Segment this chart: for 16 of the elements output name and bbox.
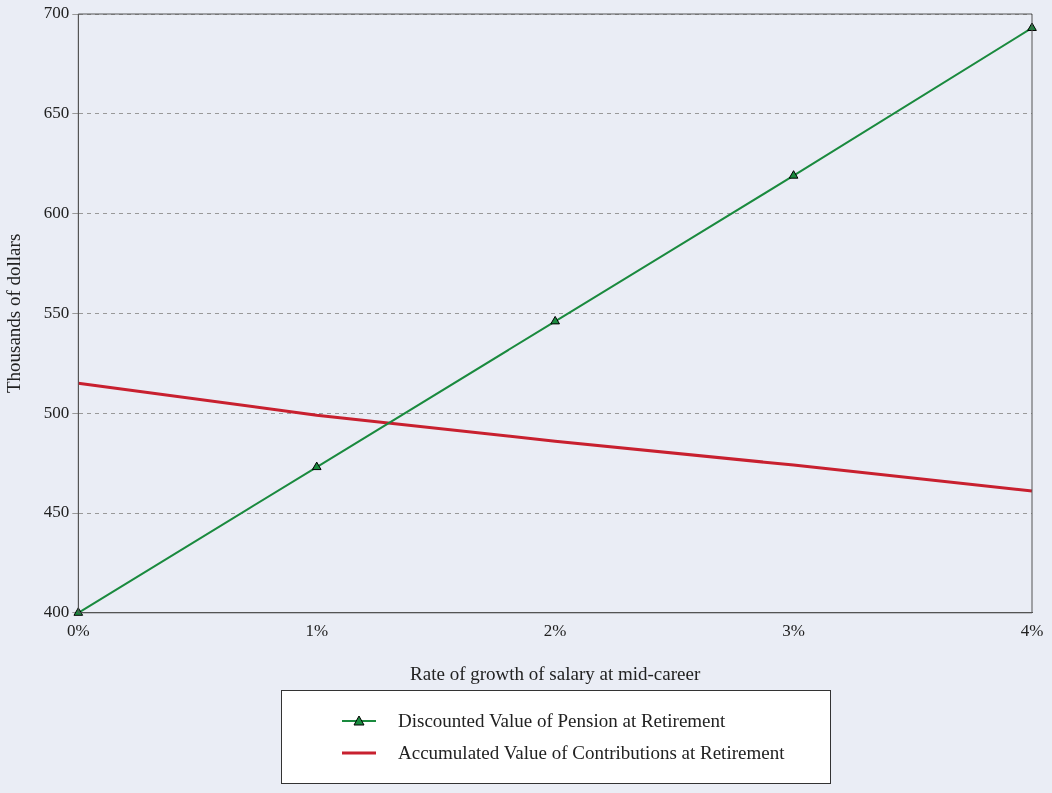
- x-tick-label: 3%: [782, 621, 805, 641]
- x-tick-label: 0%: [66, 621, 90, 641]
- y-tick-label: 500: [43, 402, 70, 422]
- x-tick-label: 2%: [543, 621, 567, 641]
- y-tick-label: 700: [43, 3, 70, 23]
- legend-label: Accumulated Value of Contributions at Retirement: [398, 742, 785, 764]
- x-axis-title: Rate of growth of salary at mid-career: [410, 662, 701, 684]
- x-tick-label: 1%: [305, 621, 329, 641]
- y-tick-label: 400: [43, 602, 70, 622]
- legend-label: Discounted Value of Pension at Retirement: [398, 710, 726, 732]
- y-tick-label: 450: [43, 502, 70, 522]
- y-tick-label: 650: [43, 103, 70, 123]
- x-tick-label: 4%: [1020, 621, 1044, 641]
- y-axis-title: Thousands of dollars: [3, 233, 25, 394]
- y-tick-label: 600: [43, 203, 70, 223]
- y-tick-label: 550: [43, 302, 70, 322]
